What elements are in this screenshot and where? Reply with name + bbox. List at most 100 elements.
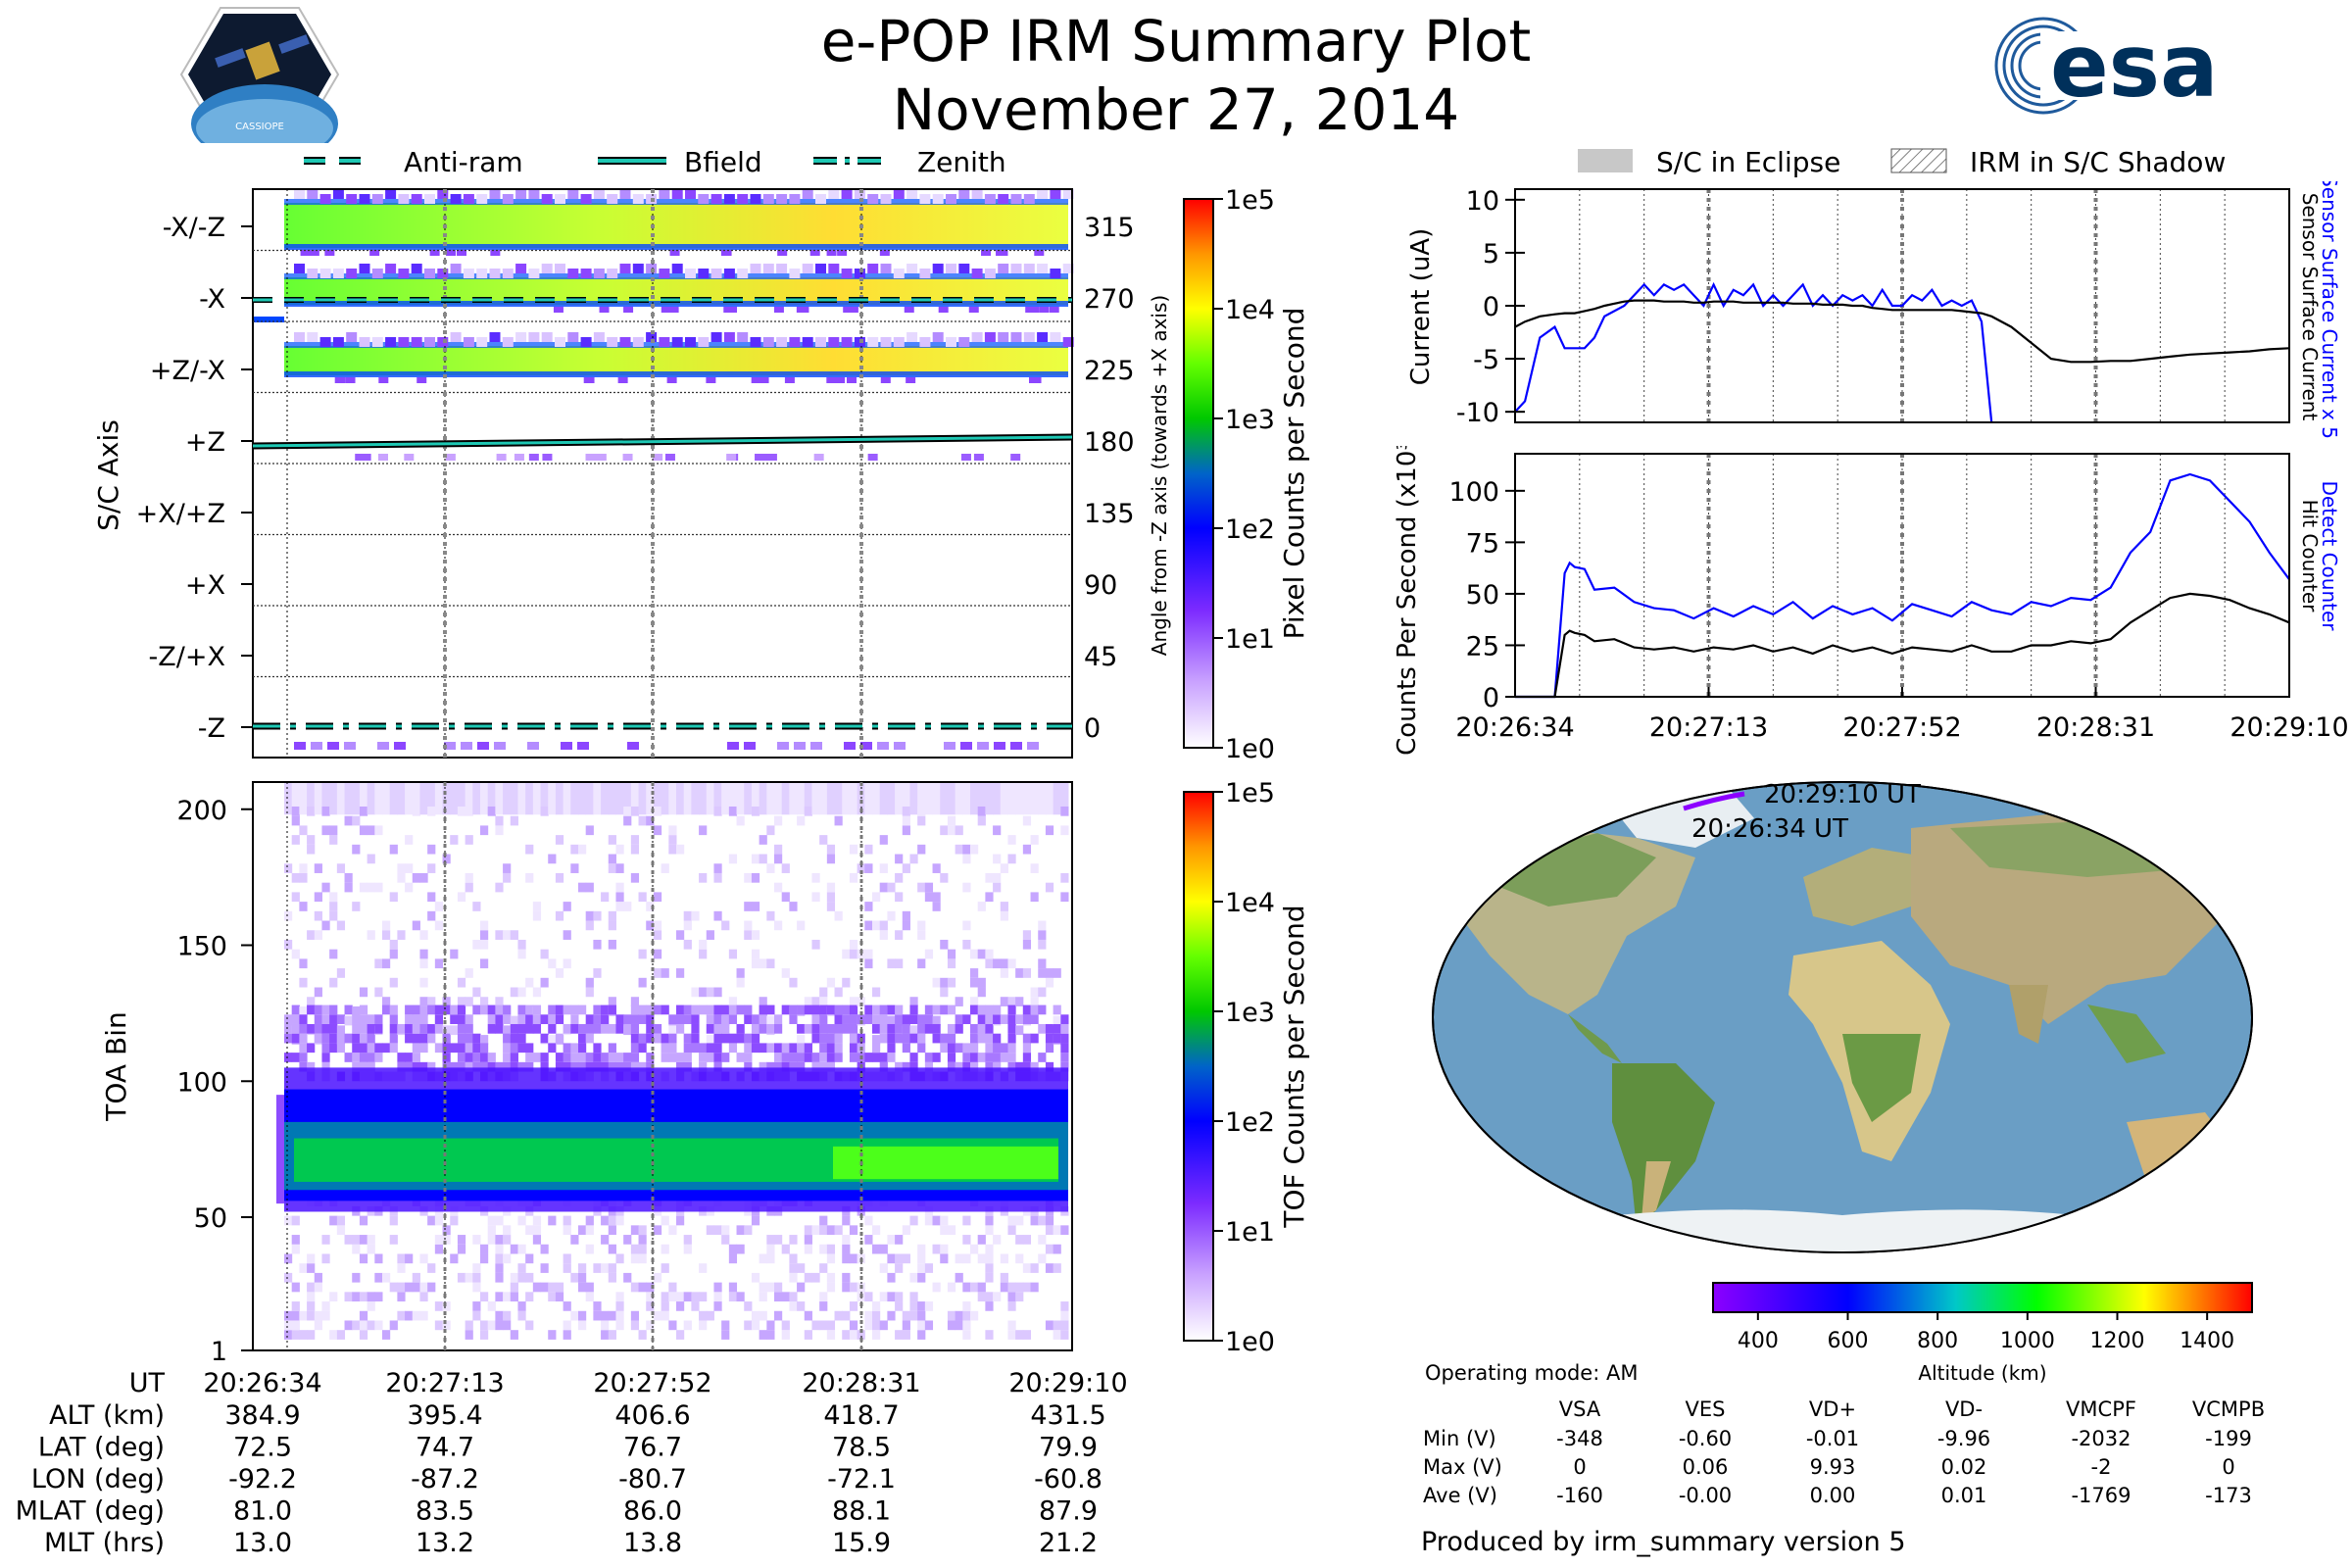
toa-cell — [585, 1014, 594, 1024]
toa-cell — [601, 1263, 610, 1273]
toa-cell — [427, 892, 436, 903]
toa-cell — [977, 1253, 986, 1264]
toa-cell — [427, 806, 436, 816]
toa-cell — [985, 1253, 994, 1264]
pixel-speckle — [893, 337, 905, 347]
toa-cell — [608, 1023, 616, 1034]
toa-cell — [284, 1310, 293, 1321]
toa-cell — [412, 872, 420, 883]
toa-cell — [336, 782, 346, 815]
pixel-speckle — [335, 377, 346, 383]
toa-cell — [397, 863, 406, 873]
pixel-speckle — [723, 307, 734, 313]
toa-cell — [570, 1023, 579, 1034]
toa-cell — [902, 1253, 910, 1264]
toa-cell — [352, 1023, 361, 1034]
pixel-speckle — [515, 189, 527, 199]
toa-cell — [653, 1004, 662, 1015]
toa-cell — [480, 939, 489, 950]
toa-cell — [412, 782, 420, 815]
toa-cell — [962, 1310, 971, 1321]
toa-cell — [985, 949, 994, 959]
pixel-speckle — [877, 742, 889, 750]
toa-cell — [1038, 1023, 1047, 1034]
toa-cell — [525, 1320, 534, 1331]
toa-cell — [1022, 1004, 1032, 1015]
toa-cell — [284, 863, 293, 873]
table-row-label: MLAT (deg) — [16, 1496, 165, 1527]
toa-cell — [615, 882, 624, 893]
toa-cell — [683, 920, 692, 931]
toa-cell — [872, 1023, 881, 1034]
toa-cell — [917, 1033, 926, 1044]
toa-cell — [1038, 930, 1047, 940]
pixel-colorbar-label: Pixel Counts per Second — [1278, 308, 1310, 640]
pixel-speckle — [958, 264, 970, 273]
toa-cell — [774, 1014, 783, 1024]
toa-cell — [668, 1292, 677, 1302]
toa-cell — [623, 1061, 632, 1072]
pixel-speckle — [958, 337, 970, 347]
toa-cell — [465, 968, 473, 978]
toa-cell — [683, 1014, 692, 1024]
legend-shadow: IRM in S/C Shadow — [1970, 146, 2226, 178]
toa-cell — [970, 1244, 979, 1254]
toa-cell — [736, 782, 745, 815]
toa-cell — [668, 1033, 677, 1044]
toa-cell — [902, 1023, 910, 1034]
toa-cell — [307, 997, 316, 1006]
toa-cell — [517, 782, 526, 815]
toa-cell — [563, 1004, 571, 1015]
toa-cell — [284, 1023, 293, 1034]
toa-cell — [457, 1023, 466, 1034]
toa-cell — [1038, 939, 1047, 950]
toa-cell — [977, 987, 986, 998]
pixel-cbar-label: 1e4 — [1225, 295, 1275, 325]
toa-cell — [510, 987, 518, 998]
toa-cell — [668, 844, 677, 855]
pixel-speckle — [424, 194, 435, 204]
toa-cell — [909, 1033, 918, 1044]
pixel-speckle — [659, 269, 670, 278]
pixel-speckle — [932, 194, 944, 204]
toa-cell — [736, 1004, 745, 1015]
toa-cell — [1007, 1320, 1016, 1331]
toa-cell — [811, 892, 820, 903]
toa-cell — [465, 1330, 473, 1340]
toa-cell — [887, 1043, 896, 1054]
table-cell: 86.0 — [623, 1496, 682, 1527]
toa-cell — [728, 949, 738, 959]
toa-cell — [1000, 782, 1008, 815]
toa-cell — [291, 892, 300, 903]
toa-ytick-label: 150 — [176, 932, 227, 962]
toa-cell — [615, 1253, 624, 1264]
pixel-speckle — [461, 742, 472, 750]
toa-cell — [570, 1014, 579, 1024]
voltage-cell: -2 — [2091, 1455, 2112, 1479]
toa-cell — [367, 1235, 375, 1245]
pixel-speckle — [253, 317, 284, 322]
toa-cell — [412, 920, 420, 931]
toa-cell — [525, 1061, 534, 1072]
toa-cell — [419, 1023, 428, 1034]
toa-cell — [1038, 1053, 1047, 1062]
pixel-speckle — [789, 269, 801, 278]
pixel-speckle — [755, 454, 765, 461]
toa-cell — [517, 1215, 526, 1226]
toa-cell — [721, 920, 730, 931]
voltage-header: VCMPB — [2192, 1397, 2265, 1421]
toa-cell — [1000, 902, 1008, 911]
pixel-speckle — [981, 250, 992, 256]
toa-cell — [367, 1023, 375, 1034]
toa-cell — [382, 782, 391, 815]
toa-cell — [442, 1235, 451, 1245]
pixel-speckle — [1039, 307, 1050, 313]
toa-cell — [615, 892, 624, 903]
toa-cell — [744, 1033, 753, 1044]
toa-cell — [344, 872, 353, 883]
pixel-speckle — [528, 269, 540, 278]
toa-cell — [525, 872, 534, 883]
toa-cell — [917, 1320, 926, 1331]
pixel-speckle — [476, 269, 488, 278]
toa-cell — [789, 1301, 798, 1311]
